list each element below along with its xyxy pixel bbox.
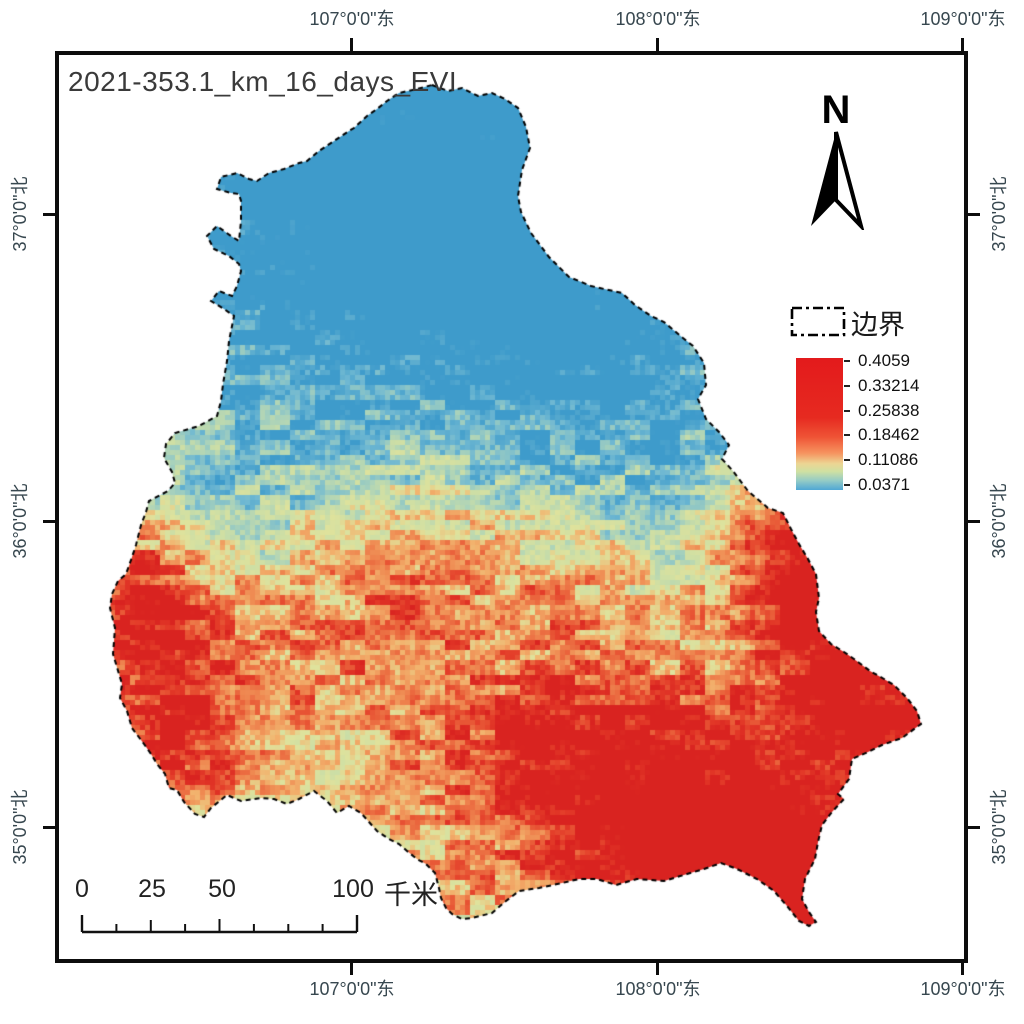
north-arrow-icon [811, 131, 865, 230]
lon-label-top-107: 107°0'0"东 [309, 9, 395, 29]
tick-right-36 [967, 520, 980, 523]
tick-left-36 [43, 520, 56, 523]
ramp-value-3: 0.25838 [858, 401, 920, 420]
tick-top-108 [656, 38, 659, 51]
lat-label-left-36: 36°0'0"北 [10, 483, 30, 559]
ramp-tick [844, 410, 850, 412]
tick-top-107 [350, 38, 353, 51]
lat-label-left-35: 35°0'0"北 [10, 789, 30, 865]
scale-label-0: 0 [75, 875, 89, 903]
boundary-symbol-icon [790, 306, 846, 337]
lat-label-left-37: 37°0'0"北 [10, 176, 30, 252]
tick-right-37 [967, 213, 980, 216]
lon-label-bottom-108: 108°0'0"东 [615, 979, 701, 999]
tick-right-35 [967, 826, 980, 829]
lon-label-bottom-109: 109°0'0"东 [920, 979, 1006, 999]
ramp-value-6: 0.0371 [858, 475, 910, 494]
north-arrow-label: N [821, 88, 851, 132]
tick-left-37 [43, 213, 56, 216]
boundary-label: 边界 [851, 310, 905, 340]
color-ramp [796, 358, 843, 490]
tick-bottom-108 [656, 962, 659, 975]
ramp-tick [844, 385, 850, 387]
ramp-tick [844, 434, 850, 436]
ramp-tick [844, 459, 850, 461]
tick-bottom-107 [350, 962, 353, 975]
tick-left-35 [43, 826, 56, 829]
ramp-value-1: 0.4059 [858, 351, 910, 370]
scale-unit: 千米 [384, 880, 438, 910]
tick-bottom-109 [961, 962, 964, 975]
tick-top-109 [961, 38, 964, 51]
lat-label-right-36: 36°0'0"北 [989, 483, 1009, 559]
lat-label-right-35: 35°0'0"北 [989, 789, 1009, 865]
lon-label-bottom-107: 107°0'0"东 [309, 979, 395, 999]
lat-label-right-37: 37°0'0"北 [989, 176, 1009, 252]
lon-label-top-109: 109°0'0"东 [920, 9, 1006, 29]
ramp-tick [844, 360, 850, 362]
lon-label-top-108: 108°0'0"东 [615, 9, 701, 29]
scale-label-25: 25 [138, 875, 166, 903]
map-title: 2021-353.1_km_16_days_EVI [68, 66, 458, 97]
ramp-value-5: 0.11086 [858, 450, 919, 469]
ramp-value-4: 0.18462 [858, 425, 920, 444]
scale-label-100: 100 [332, 875, 374, 903]
scale-bar [80, 915, 359, 934]
ramp-tick [844, 484, 850, 486]
ramp-value-2: 0.33214 [858, 376, 920, 395]
scale-label-50: 50 [208, 875, 236, 903]
